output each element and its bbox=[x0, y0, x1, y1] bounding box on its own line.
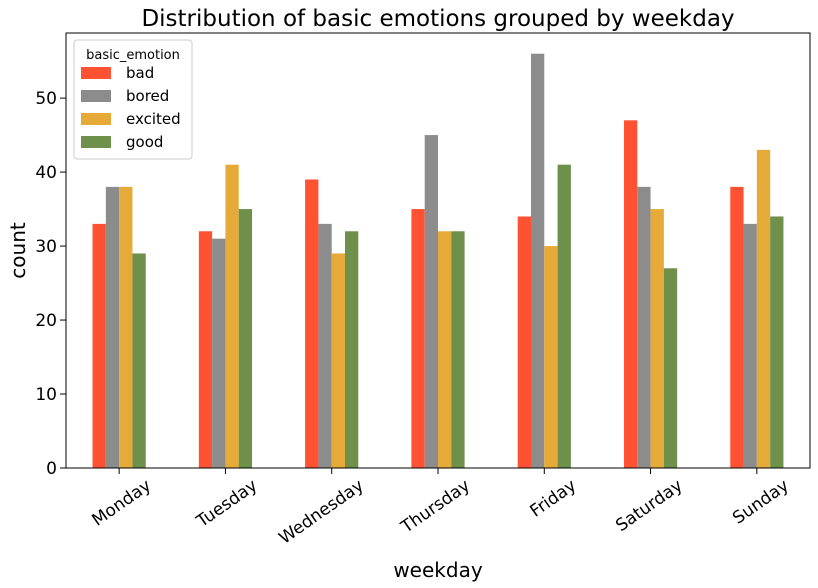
y-tick-label: 10 bbox=[35, 385, 57, 405]
bar-bad-thursday bbox=[411, 209, 425, 468]
y-tick-label: 40 bbox=[35, 163, 57, 183]
x-tick-label: Sunday bbox=[729, 476, 793, 529]
bar-bored-monday bbox=[105, 186, 120, 468]
legend-swatch-bad bbox=[81, 67, 111, 79]
legend-label-bad: bad bbox=[126, 64, 154, 82]
bar-good-friday bbox=[557, 164, 571, 468]
bar-bad-sunday bbox=[730, 186, 744, 468]
x-tick-label: Tuesday bbox=[192, 476, 261, 533]
bar-bored-wednesday bbox=[318, 223, 332, 468]
x-axis: Monday Tuesday Wednesday Thursday Friday Satu… bbox=[89, 468, 793, 549]
y-tick-label: 20 bbox=[35, 311, 57, 331]
x-tick-label: Monday bbox=[89, 476, 155, 531]
bar-bored-thursday bbox=[424, 135, 438, 468]
bar-bad-friday bbox=[517, 216, 531, 468]
bar-good-wednesday bbox=[345, 231, 359, 468]
x-tick-label: Thursday bbox=[397, 476, 474, 538]
bar-bad-tuesday bbox=[198, 231, 213, 468]
legend: basic_emotion bad bored excited good bbox=[73, 39, 193, 160]
bar-bored-saturday bbox=[637, 186, 651, 468]
bar-bad-saturday bbox=[623, 120, 638, 469]
x-tick-label: Friday bbox=[526, 476, 580, 522]
bar-excited-monday bbox=[119, 186, 133, 468]
bar-bored-sunday bbox=[743, 223, 757, 468]
y-tick-label: 0 bbox=[46, 459, 57, 479]
x-tick-label: Saturday bbox=[612, 476, 686, 536]
bar-bad-monday bbox=[92, 223, 106, 468]
legend-label-excited: excited bbox=[126, 110, 181, 128]
bar-good-monday bbox=[132, 253, 146, 468]
bar-excited-saturday bbox=[650, 209, 664, 468]
legend-swatch-excited bbox=[81, 113, 111, 125]
y-axis: 0 10 20 30 40 50 bbox=[35, 89, 66, 479]
legend-title: basic_emotion bbox=[86, 48, 180, 63]
bars-group bbox=[92, 53, 784, 469]
bar-bad-wednesday bbox=[305, 179, 319, 469]
bar-excited-thursday bbox=[438, 231, 452, 468]
bar-bored-tuesday bbox=[212, 238, 226, 468]
legend-label-good: good bbox=[126, 133, 163, 151]
bar-bored-friday bbox=[530, 53, 545, 469]
bar-excited-tuesday bbox=[225, 164, 239, 468]
bar-excited-sunday bbox=[756, 149, 771, 468]
legend-label-bored: bored bbox=[126, 87, 169, 105]
bar-good-tuesday bbox=[238, 209, 253, 468]
x-axis-label: weekday bbox=[393, 558, 483, 582]
bar-excited-wednesday bbox=[331, 253, 346, 468]
y-axis-label: count bbox=[6, 222, 30, 279]
bar-good-saturday bbox=[663, 268, 678, 468]
bar-good-thursday bbox=[451, 231, 465, 468]
bar-good-sunday bbox=[770, 216, 784, 468]
bar-excited-friday bbox=[544, 246, 558, 468]
legend-swatch-good bbox=[81, 136, 111, 148]
y-tick-label: 30 bbox=[35, 237, 57, 257]
y-tick-label: 50 bbox=[35, 89, 57, 109]
x-tick-label: Wednesday bbox=[275, 476, 367, 549]
legend-swatch-bored bbox=[81, 90, 111, 102]
chart-title: Distribution of basic emotions grouped b… bbox=[141, 6, 734, 32]
